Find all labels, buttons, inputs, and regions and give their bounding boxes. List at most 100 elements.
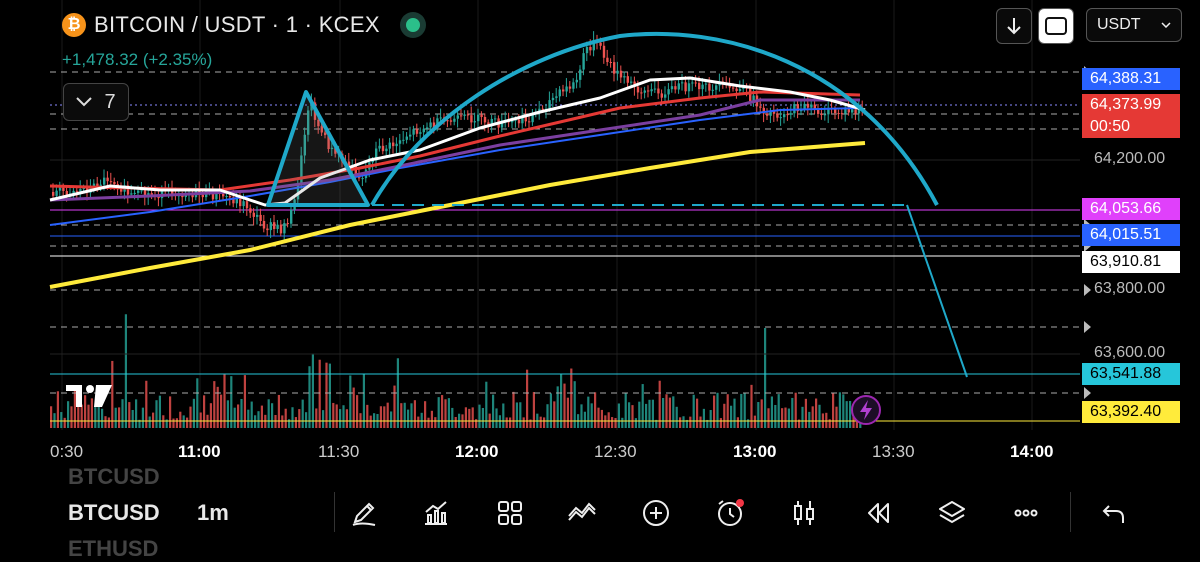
volume-bar	[532, 392, 535, 428]
candle	[266, 228, 269, 231]
volume-bar	[478, 404, 481, 428]
layers-icon[interactable]	[936, 497, 968, 529]
volume-bar	[716, 392, 719, 428]
price-axis-label[interactable]: 00:50	[1082, 116, 1180, 138]
indicators-toggle-button[interactable]: 7	[63, 83, 129, 121]
symbol-header[interactable]: ₿ BITCOIN / USDT · 1 · KCEX	[62, 12, 426, 38]
indicators-icon[interactable]	[420, 497, 452, 529]
candle	[779, 117, 782, 119]
fullscreen-button[interactable]	[1038, 8, 1074, 44]
candle	[432, 122, 436, 129]
price-axis-label[interactable]: 64,388.31	[1082, 68, 1180, 90]
grid-icon[interactable]	[494, 497, 526, 529]
pencil-icon[interactable]	[348, 497, 380, 529]
volume-bar	[699, 416, 702, 428]
candle	[711, 89, 714, 91]
volume-bar	[451, 407, 454, 428]
volume-bar	[679, 417, 682, 428]
candle	[181, 195, 184, 198]
candle	[480, 114, 483, 118]
alert-clock-icon[interactable]	[714, 497, 746, 529]
candle	[606, 57, 609, 63]
volume-bar	[753, 415, 756, 428]
replay-icon[interactable]	[862, 497, 894, 529]
candle	[256, 214, 259, 217]
toolbar-divider	[1070, 492, 1071, 532]
volume-bar	[87, 404, 90, 428]
indicators-count: 7	[104, 90, 116, 113]
price-axis-label[interactable]: 63,800.00	[1094, 280, 1166, 297]
currency-select[interactable]: USDT	[1086, 8, 1182, 42]
volume-bar	[818, 404, 821, 428]
more-icon[interactable]	[1010, 497, 1042, 529]
candle	[599, 42, 602, 46]
candle	[191, 193, 194, 198]
volume-bar	[454, 417, 457, 428]
add-icon[interactable]	[640, 497, 672, 529]
candle	[228, 196, 232, 198]
volume-bar	[328, 363, 331, 428]
symbol-list-current[interactable]: BTCUSD	[68, 500, 160, 525]
level-marker	[1084, 284, 1091, 296]
price-change: +1,478.32 (+2.35%)	[62, 50, 213, 69]
volume-bar	[220, 394, 223, 428]
volume-bar	[682, 416, 685, 428]
candle	[854, 109, 857, 114]
candle	[494, 118, 497, 120]
price-axis-label[interactable]: 64,015.51	[1082, 224, 1180, 246]
symbol-list-next[interactable]: ETHUSD	[68, 536, 159, 561]
trend-line-icon[interactable]	[566, 497, 598, 529]
candle	[514, 119, 517, 121]
candle	[52, 192, 55, 196]
volume-bar	[107, 417, 110, 428]
volume-bar	[111, 360, 114, 428]
interval-selector[interactable]: 1m	[197, 500, 229, 525]
price-axis-label[interactable]: 63,392.40	[1082, 401, 1180, 423]
price-axis-label[interactable]: 63,600.00	[1094, 344, 1166, 361]
market-status-icon[interactable]	[399, 12, 426, 38]
volume-bar	[407, 409, 410, 428]
candle	[415, 129, 419, 134]
download-button[interactable]	[996, 8, 1032, 44]
candle	[388, 142, 391, 149]
volume-bar	[852, 410, 855, 428]
volume-bar	[607, 412, 610, 428]
candle	[701, 84, 704, 90]
ema-blue-line	[49, 107, 861, 226]
candle	[245, 201, 249, 209]
price-axis-label[interactable]: 64,200.00	[1094, 150, 1166, 167]
candle-style-icon[interactable]	[788, 497, 820, 529]
volume-bar	[390, 411, 393, 428]
volume-bar	[658, 380, 661, 428]
volume-bar	[298, 409, 301, 428]
candle	[640, 92, 643, 94]
candle	[490, 118, 493, 125]
candle	[133, 192, 136, 194]
symbol-list-prev[interactable]: BTCUSD	[68, 464, 160, 489]
volume-bar	[345, 409, 348, 428]
volume-bar	[631, 405, 634, 428]
candle	[551, 97, 555, 101]
lightning-icon[interactable]	[850, 394, 882, 426]
candle	[558, 89, 561, 97]
candle	[806, 103, 810, 108]
price-axis-label[interactable]: 64,373.99	[1082, 94, 1180, 116]
undo-icon[interactable]	[1098, 497, 1130, 529]
candle	[789, 113, 793, 115]
volume-bar	[243, 375, 246, 428]
price-axis-label[interactable]: 63,910.81	[1082, 251, 1180, 273]
candle	[439, 117, 442, 119]
candle	[820, 113, 823, 115]
time-axis-label: 13:30	[872, 442, 915, 461]
bitcoin-logo-icon: ₿	[62, 13, 86, 37]
price-axis-label[interactable]: 63,541.88	[1082, 363, 1180, 385]
volume-bar	[169, 396, 172, 428]
candle	[568, 86, 572, 89]
symbol-title[interactable]: BITCOIN / USDT · 1 · KCEX	[94, 12, 380, 37]
candle	[211, 190, 215, 200]
volume-bar	[318, 359, 321, 428]
price-axis-label[interactable]: 64,053.66	[1082, 198, 1180, 220]
level-marker	[1084, 387, 1091, 399]
volume-bar	[138, 419, 141, 428]
